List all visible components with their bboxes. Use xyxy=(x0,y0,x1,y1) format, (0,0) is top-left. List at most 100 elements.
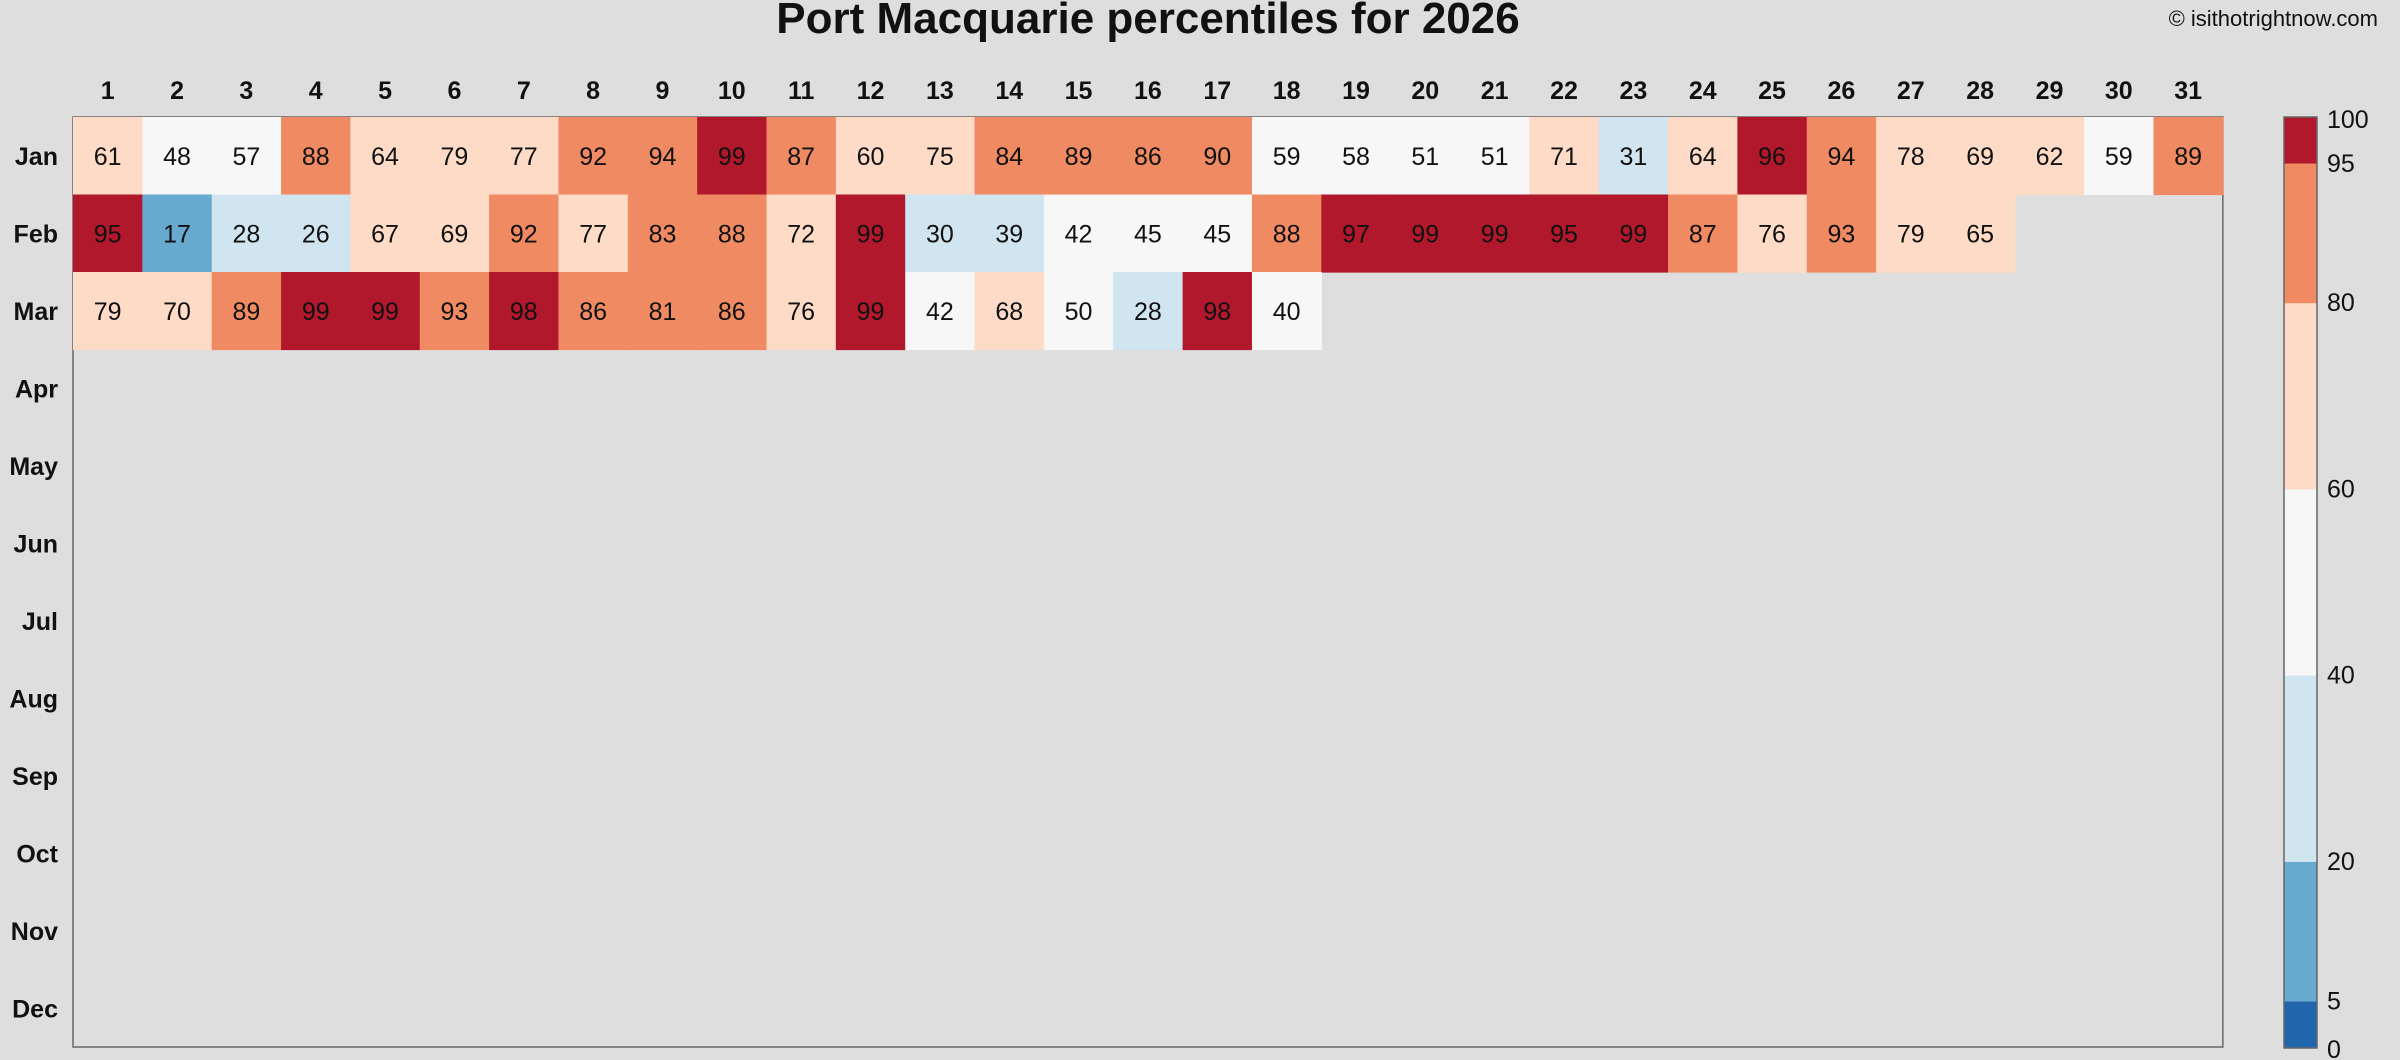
cell-value-label: 78 xyxy=(1897,143,1925,171)
x-tick-label: 4 xyxy=(309,77,323,105)
heatmap-cell xyxy=(1113,194,1184,273)
cell-value-label: 86 xyxy=(718,298,746,326)
cell-value-label: 84 xyxy=(995,143,1023,171)
heatmap-cell xyxy=(142,194,213,273)
cell-value-label: 99 xyxy=(1619,220,1647,248)
cell-value-label: 61 xyxy=(94,143,122,171)
cell-value-label: 59 xyxy=(2105,143,2133,171)
cell-value-label: 96 xyxy=(1758,143,1786,171)
heatmap-cell xyxy=(835,194,906,273)
y-tick-label: Apr xyxy=(15,375,58,403)
cell-value-label: 94 xyxy=(649,143,677,171)
cell-value-label: 28 xyxy=(232,220,260,248)
colorbar-segment xyxy=(2284,675,2317,862)
heatmap-cell xyxy=(211,194,282,273)
heatmap-cell xyxy=(350,117,421,196)
y-tick-label: Dec xyxy=(12,995,58,1023)
y-tick-label: Jan xyxy=(15,143,58,171)
heatmap-cell xyxy=(281,272,351,351)
x-tick-label: 31 xyxy=(2174,77,2202,105)
x-tick-label: 20 xyxy=(1411,77,1439,105)
cell-value-label: 89 xyxy=(232,298,260,326)
heatmap-cell xyxy=(1251,194,1322,273)
heatmap-cell xyxy=(905,117,976,196)
heatmap-cell xyxy=(350,272,421,351)
cell-value-label: 92 xyxy=(510,220,538,248)
heatmap-cell xyxy=(766,194,837,273)
y-tick-label: Jul xyxy=(22,608,58,636)
heatmap-cell xyxy=(1598,117,1669,196)
cell-value-label: 88 xyxy=(718,220,746,248)
heatmap-cell xyxy=(1043,117,1114,196)
heatmap-cell xyxy=(350,194,421,273)
x-tick-label: 10 xyxy=(718,77,746,105)
x-tick-label: 19 xyxy=(1342,77,1370,105)
cell-value-label: 69 xyxy=(441,220,469,248)
cell-value-label: 98 xyxy=(510,298,538,326)
colorbar-frame xyxy=(2283,116,2318,1049)
heatmap-cell xyxy=(1043,272,1114,351)
heatmap-cell xyxy=(2153,117,2224,196)
heatmap-cell xyxy=(1113,272,1184,351)
heatmap-cell xyxy=(211,272,282,351)
heatmap-cell xyxy=(558,272,629,351)
cell-value-label: 76 xyxy=(1758,220,1786,248)
heatmap-cell xyxy=(1668,194,1738,273)
cell-value-label: 30 xyxy=(926,220,954,248)
cell-value-label: 90 xyxy=(1203,143,1231,171)
heatmap-cell xyxy=(974,272,1045,351)
heatmap-cell xyxy=(281,194,351,273)
cell-value-label: 81 xyxy=(649,298,677,326)
cell-value-label: 62 xyxy=(2036,143,2064,171)
cell-value-label: 87 xyxy=(1689,220,1717,248)
x-tick-label: 14 xyxy=(995,77,1023,105)
cell-value-label: 26 xyxy=(302,220,330,248)
heatmap-cell xyxy=(1945,194,2016,273)
colorbar-segment xyxy=(2284,117,2317,164)
cell-value-label: 94 xyxy=(1828,143,1856,171)
colorbar-segment xyxy=(2284,163,2317,304)
heatmap-cell xyxy=(835,117,906,196)
heatmap-cell xyxy=(142,272,213,351)
heatmap-cell xyxy=(1876,194,1947,273)
heatmap-cell xyxy=(419,194,490,273)
x-tick-label: 30 xyxy=(2105,77,2133,105)
x-tick-label: 17 xyxy=(1203,77,1231,105)
cell-value-label: 42 xyxy=(1065,220,1093,248)
y-tick-label: May xyxy=(9,453,58,481)
x-tick-label: 23 xyxy=(1619,77,1647,105)
chart-title: Port Macquarie percentiles for 2026 xyxy=(776,0,1519,43)
y-tick-label: Feb xyxy=(14,220,58,248)
cell-value-label: 17 xyxy=(163,220,191,248)
cell-value-label: 99 xyxy=(371,298,399,326)
heatmap-cell xyxy=(73,117,143,196)
heatmap-cell xyxy=(1390,117,1461,196)
heatmap-cell xyxy=(627,194,698,273)
heatmap-cell xyxy=(2084,117,2155,196)
x-tick-label: 1 xyxy=(101,77,115,105)
colorbar-tick-label: 60 xyxy=(2327,475,2355,503)
heatmap-cell xyxy=(1182,117,1253,196)
cell-value-label: 99 xyxy=(302,298,330,326)
x-tick-label: 22 xyxy=(1550,77,1578,105)
x-tick-label: 25 xyxy=(1758,77,1786,105)
heatmap-cell xyxy=(489,194,560,273)
cell-value-label: 68 xyxy=(995,298,1023,326)
heatmap-cell xyxy=(766,117,837,196)
cell-value-label: 48 xyxy=(163,143,191,171)
x-tick-label: 11 xyxy=(788,77,815,105)
x-tick-label: 16 xyxy=(1134,77,1162,105)
heatmap-cell xyxy=(905,272,976,351)
cell-value-label: 79 xyxy=(441,143,469,171)
x-tick-label: 9 xyxy=(656,77,670,105)
heatmap-cell xyxy=(1945,117,2016,196)
x-tick-label: 21 xyxy=(1481,77,1509,105)
cell-value-label: 50 xyxy=(1065,298,1093,326)
cell-value-label: 57 xyxy=(232,143,260,171)
x-tick-label: 28 xyxy=(1966,77,1994,105)
cell-value-label: 51 xyxy=(1411,143,1439,171)
cell-value-label: 79 xyxy=(94,298,122,326)
credit-text: © isithotrightnow.com xyxy=(2169,6,2378,31)
heatmap-cell xyxy=(2014,117,2085,196)
